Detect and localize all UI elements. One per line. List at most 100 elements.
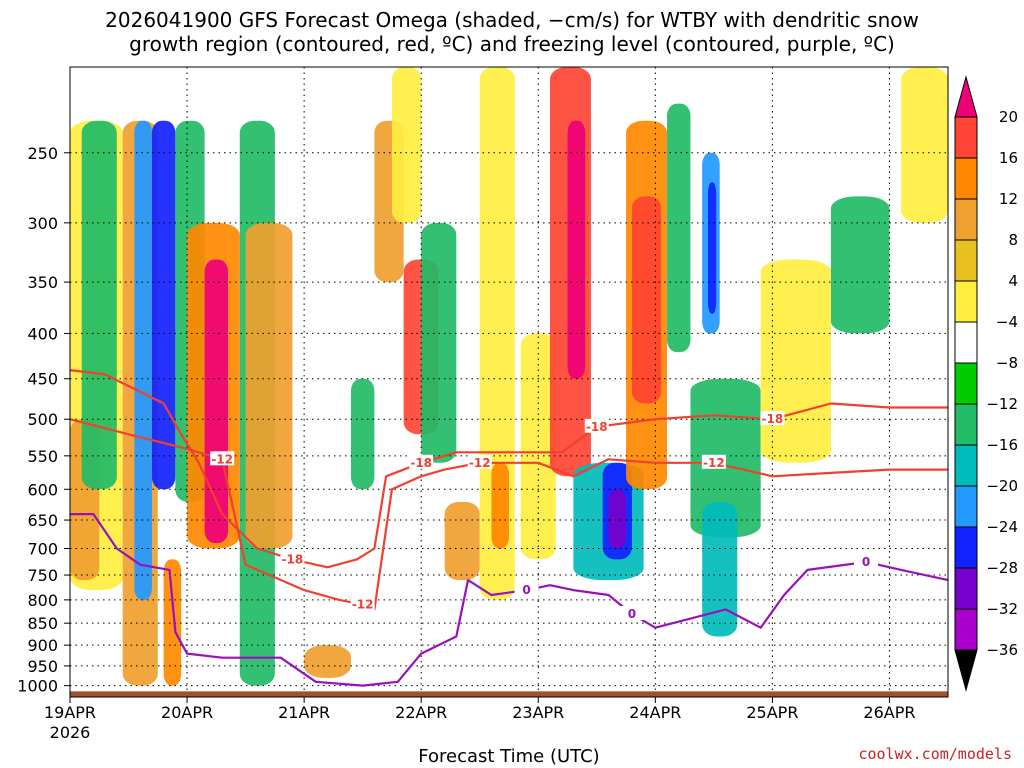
x-axis-label: Forecast Time (UTC) xyxy=(418,746,599,767)
omega-patch xyxy=(391,67,422,223)
omega-patch xyxy=(830,196,890,334)
contour-label-purple-bg xyxy=(854,554,879,569)
colorbar-tick-label: 16 xyxy=(999,149,1018,167)
colorbar-tick-label: −16 xyxy=(986,436,1018,454)
contour-label-red: -12 xyxy=(703,456,725,470)
contour-label-purple: 0 xyxy=(522,583,530,597)
colorbar-segment xyxy=(954,321,978,364)
omega-patch xyxy=(163,559,182,686)
omega-patch xyxy=(491,462,509,549)
colorbar-bottom-arrow xyxy=(954,649,978,692)
colorbar-tick-label: 12 xyxy=(999,190,1018,208)
contour-label-red-bg xyxy=(210,451,235,466)
contour-label-red: -12 xyxy=(211,452,233,466)
omega-patch xyxy=(350,378,375,490)
contour-label-red: -12 xyxy=(469,456,491,470)
omega-patch xyxy=(708,182,717,314)
y-tick-label: 850 xyxy=(27,614,58,633)
y-tick-label: 950 xyxy=(27,657,58,676)
colorbar-segment xyxy=(954,403,978,446)
colorbar-top-arrow xyxy=(954,75,978,118)
colorbar-segment xyxy=(954,198,978,241)
x-tick-label: 19APR xyxy=(44,703,96,722)
colorbar-tick-label: 8 xyxy=(1008,231,1018,249)
colorbar-segment xyxy=(954,485,978,528)
y-tick-label: 250 xyxy=(27,144,58,163)
omega-patch xyxy=(608,489,627,549)
omega-patch xyxy=(204,259,229,544)
contour-layer: -12 -18 -18 -12 -12 -18 -18 -12 0 0 0 xyxy=(69,369,949,687)
x-axis-ticks: 19APR 20APR 21APR 22APR 23APR 24APR 25APR 26APR xyxy=(44,697,916,722)
colorbar-segment xyxy=(954,157,978,200)
x-tick-label: 25APR xyxy=(746,703,798,722)
dgz-minus12-contour xyxy=(69,418,948,611)
omega-patch xyxy=(444,501,480,581)
colorbar-segment xyxy=(954,567,978,610)
colorbar-segment xyxy=(954,362,978,405)
contour-label-red: -18 xyxy=(282,552,304,566)
colorbar: 20 16 12 8 4 −4 −8 −12 −16 −20 −24 −28 −32 −36 xyxy=(954,75,1018,692)
colorbar-tick-label: 20 xyxy=(999,108,1018,126)
omega-patch xyxy=(667,103,691,353)
contour-label-red-bg xyxy=(584,418,609,433)
terrain-fill xyxy=(70,691,948,697)
dgz-minus18-contour xyxy=(69,369,948,569)
y-tick-label: 500 xyxy=(27,410,58,429)
x-tick-label: 24APR xyxy=(629,703,681,722)
colorbar-tick-label: −12 xyxy=(986,395,1018,413)
x-tick-label: 22APR xyxy=(395,703,447,722)
contour-label-purple: 0 xyxy=(628,607,636,621)
colorbar-tick-label: −4 xyxy=(996,313,1018,331)
omega-patch xyxy=(702,501,738,637)
omega-patch xyxy=(134,120,152,600)
x-tick-label: 26APR xyxy=(863,703,915,722)
y-axis-ticks: 250 300 350 400 450 500 550 600 650 700 750 800 850 9… xyxy=(17,144,70,696)
contour-label-red: -18 xyxy=(410,456,432,470)
x-axis-year: 2026 xyxy=(50,723,91,742)
y-tick-label: 900 xyxy=(27,636,58,655)
contour-label-red-bg xyxy=(701,454,726,469)
y-tick-label: 350 xyxy=(27,273,58,292)
omega-patch xyxy=(81,120,117,490)
colorbar-segment xyxy=(954,444,978,487)
contour-label-red-bg xyxy=(467,454,492,469)
omega-patch xyxy=(631,196,662,404)
y-tick-label: 400 xyxy=(27,324,58,343)
y-tick-label: 800 xyxy=(27,591,58,610)
y-tick-label: 300 xyxy=(27,214,58,233)
contour-label-red-bg xyxy=(280,551,305,566)
y-tick-label: 600 xyxy=(27,480,58,499)
omega-patch xyxy=(304,645,351,678)
colorbar-segment xyxy=(954,608,978,651)
colorbar-tick-label: −20 xyxy=(986,477,1018,495)
colorbar-segment xyxy=(954,239,978,282)
omega-patch xyxy=(760,259,831,463)
contour-label-red: -18 xyxy=(586,420,608,434)
contour-label-red-bg xyxy=(760,411,785,426)
x-tick-label: 21APR xyxy=(278,703,330,722)
y-tick-label: 750 xyxy=(27,566,58,585)
colorbar-tick-label: −36 xyxy=(986,641,1018,659)
plot-frame xyxy=(69,66,949,698)
colorbar-segment xyxy=(954,526,978,569)
plot-area: -12 -18 -18 -12 -12 -18 -18 -12 0 0 0 xyxy=(69,66,949,698)
contour-label-purple-bg xyxy=(619,606,644,621)
contour-label-purple: 0 xyxy=(862,555,870,569)
chart-title-line2: growth region (contoured, red, ºC) and f… xyxy=(129,32,895,56)
y-tick-label: 550 xyxy=(27,447,58,466)
contour-label-red-bg xyxy=(409,454,434,469)
y-tick-label: 700 xyxy=(27,540,58,559)
y-tick-label: 650 xyxy=(27,511,58,530)
colorbar-tick-label: 4 xyxy=(1008,272,1018,290)
colorbar-segment xyxy=(954,280,978,323)
contour-label-red: -18 xyxy=(762,412,784,426)
colorbar-tick-label: −28 xyxy=(986,559,1018,577)
omega-patch xyxy=(901,67,948,223)
x-tick-label: 23APR xyxy=(512,703,564,722)
omega-patch xyxy=(567,120,586,379)
contour-label-red: -12 xyxy=(352,598,374,612)
y-tick-label: 450 xyxy=(27,370,58,389)
y-tick-label: 1000 xyxy=(17,677,58,696)
x-tick-label: 20APR xyxy=(161,703,213,722)
